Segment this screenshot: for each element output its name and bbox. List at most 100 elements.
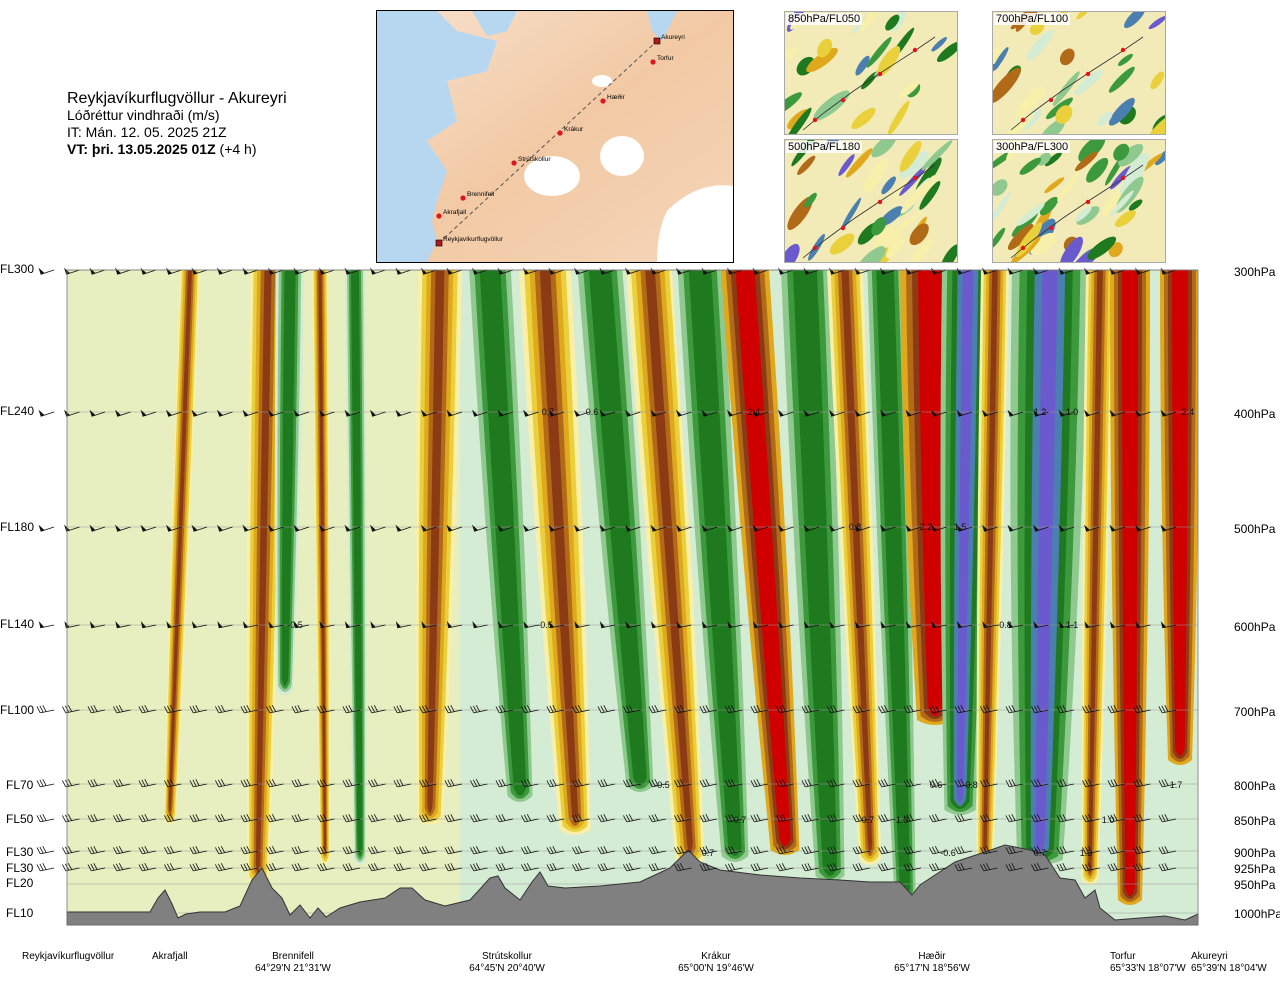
- wind-barb: [648, 779, 667, 788]
- value-label: 0.7: [702, 848, 715, 858]
- wind-barb: [164, 846, 182, 855]
- wind-barb: [699, 863, 718, 872]
- wind-barb: [801, 705, 820, 714]
- wind-barb: [291, 779, 310, 788]
- wind-barb: [1033, 267, 1049, 275]
- wind-barb: [1107, 779, 1126, 788]
- level-map-cell: [1148, 16, 1165, 30]
- wind-barb: [829, 524, 845, 532]
- wind-barb: [650, 524, 667, 532]
- wind-barb: [166, 621, 182, 629]
- wind-barb: [954, 705, 973, 714]
- wind-band: [1088, 270, 1103, 873]
- wind-barb: [89, 267, 106, 275]
- wind-barb: [36, 779, 55, 788]
- wind-barb: [1109, 267, 1126, 275]
- station-label: Akrafjall: [152, 951, 188, 963]
- pressure-label: 500hPa: [1234, 522, 1276, 536]
- value-label: 1.0: [896, 815, 909, 825]
- station-label: Brennifell 64°29'N 21°31'W: [238, 951, 348, 975]
- wind-barb: [880, 621, 896, 629]
- wind-barb: [699, 705, 718, 714]
- wind-barb: [393, 705, 412, 714]
- wind-barb: [854, 409, 871, 417]
- level-map-cell: [866, 36, 892, 68]
- wind-barb: [242, 621, 259, 629]
- level-map-cell: [797, 155, 816, 175]
- pressure-label: 800hPa: [1234, 779, 1276, 793]
- wind-barb: [1058, 524, 1075, 532]
- wind-barb: [368, 779, 386, 788]
- level-map-cell: [1143, 115, 1165, 134]
- wind-barb: [803, 621, 820, 629]
- level-map-cell: [1086, 157, 1109, 183]
- wind-barb: [1007, 267, 1024, 275]
- waypoint-label: Akureyri: [661, 34, 685, 41]
- level-map-cell: [855, 55, 870, 76]
- wind-barb: [982, 267, 998, 275]
- wind-barb: [1084, 621, 1100, 629]
- wind-barb: [752, 524, 769, 532]
- wind-barb: [827, 779, 845, 788]
- station-coord: 65°39'N 18°04'W: [1191, 963, 1267, 974]
- wind-barb: [956, 621, 973, 629]
- station-name: Hæðir: [918, 951, 946, 962]
- level-map-cell: [1074, 206, 1092, 222]
- value-label: 1.1: [1066, 620, 1079, 630]
- wind-band: [841, 270, 873, 853]
- wind-barb: [572, 863, 590, 872]
- wind-barb: [750, 779, 769, 788]
- wind-barb: [623, 705, 641, 714]
- level-map-cell: [919, 180, 941, 210]
- level-map-300-label: 300hPa/FL300: [994, 141, 1071, 153]
- wind-barb: [342, 779, 361, 788]
- value-label: 0.7: [1034, 848, 1047, 858]
- wind-barb: [599, 621, 616, 629]
- pressure-label: 925hPa: [1234, 862, 1276, 876]
- level-map-cell: [911, 238, 934, 262]
- pressure-label: 700hPa: [1234, 705, 1276, 719]
- level-map-cell: [887, 100, 910, 134]
- wind-band: [539, 270, 579, 823]
- wind-barb: [878, 814, 896, 823]
- wind-band: [880, 270, 908, 893]
- wind-barb: [1031, 705, 1049, 714]
- level-map-cell: [817, 38, 833, 58]
- level-map-700: 700hPa/FL100: [992, 11, 1166, 135]
- level-map-cell: [1074, 69, 1104, 96]
- level-map-cell: [855, 245, 886, 262]
- level-map-cell: [877, 46, 901, 76]
- wind-barb: [546, 779, 565, 788]
- wind-barb: [597, 814, 616, 823]
- wind-barb: [727, 524, 743, 532]
- wind-barb: [931, 267, 947, 275]
- wind-barb: [929, 814, 947, 823]
- wind-barb: [1005, 779, 1024, 788]
- wind-barb: [903, 863, 922, 872]
- wind-barb: [878, 705, 896, 714]
- wind-barb: [191, 267, 208, 275]
- level-map-cell: [1074, 151, 1098, 172]
- wind-barb: [293, 409, 310, 417]
- wind-barb: [140, 524, 157, 532]
- level-map-cell: [1057, 172, 1080, 202]
- wind-barb: [36, 814, 55, 823]
- wind-barb: [801, 846, 820, 855]
- wind-barb: [803, 409, 820, 417]
- wind-barb: [419, 863, 437, 872]
- wind-barb: [597, 705, 616, 714]
- wind-barb: [597, 846, 616, 855]
- wind-barb: [36, 846, 55, 855]
- fl-label: FL20: [6, 876, 34, 890]
- wind-barb: [903, 705, 922, 714]
- product-title: Lóðréttur vindhraði (m/s): [67, 107, 220, 123]
- wind-barb: [674, 814, 692, 823]
- pressure-label: 900hPa: [1234, 846, 1276, 860]
- level-map-cell: [871, 140, 897, 158]
- wind-barb: [750, 863, 769, 872]
- wind-barb: [623, 846, 641, 855]
- wind-barb: [803, 524, 820, 532]
- level-map-waypoint: [877, 199, 883, 205]
- wind-barb: [138, 814, 157, 823]
- level-map-cell: [900, 180, 930, 214]
